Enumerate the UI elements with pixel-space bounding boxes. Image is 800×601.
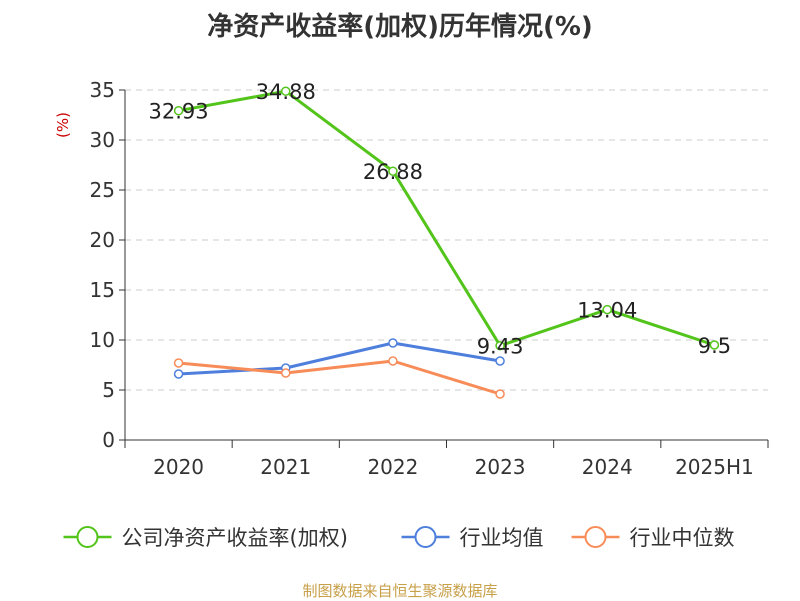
axes: 0 5 10 15 20 25 30 35 2020 2021 2022 2023 2024 2025H1… bbox=[54, 78, 769, 479]
legend-label: 公司净资产收益率(加权) bbox=[122, 526, 348, 550]
series-line bbox=[178, 359, 501, 396]
x-tick-label: 2022 bbox=[367, 455, 418, 479]
x-tick-label: 2021 bbox=[260, 455, 311, 479]
data-label: 34.88 bbox=[256, 80, 316, 104]
y-tick-label: 25 bbox=[90, 178, 115, 202]
legend-marker-circle bbox=[584, 526, 607, 548]
y-tick-label: 20 bbox=[90, 228, 115, 252]
y-tick-label: 0 bbox=[102, 428, 115, 452]
data-point bbox=[602, 304, 612, 315]
data-point bbox=[388, 356, 398, 366]
y-tick-label: 35 bbox=[90, 78, 115, 102]
legend: 公司净资产收益率(加权) 行业均值 行业中位数 bbox=[63, 526, 735, 550]
y-axis-label: (%) bbox=[54, 112, 72, 138]
y-tick-label: 5 bbox=[102, 378, 115, 402]
data-point bbox=[495, 389, 505, 399]
data-point bbox=[173, 105, 184, 116]
x-tick-label: 2025H1 bbox=[675, 455, 754, 479]
data-label: 32.93 bbox=[149, 100, 209, 124]
data-point bbox=[495, 340, 505, 351]
data-labels: 32.93 34.88 26.88 9.43 13.04 9.5 bbox=[149, 80, 732, 359]
legend-marker-circle bbox=[414, 526, 437, 548]
y-tick-label: 10 bbox=[90, 328, 115, 352]
y-tick-label: 15 bbox=[90, 278, 115, 302]
data-label: 13.04 bbox=[577, 299, 637, 323]
source-note: 制图数据来自恒生聚源数据库 bbox=[302, 582, 498, 600]
data-point bbox=[388, 338, 398, 348]
data-point bbox=[173, 358, 184, 368]
grid-lines bbox=[125, 89, 768, 391]
series-line bbox=[178, 341, 501, 376]
series-line bbox=[178, 89, 715, 348]
legend-label: 行业中位数 bbox=[630, 526, 735, 550]
y-tick-label: 30 bbox=[90, 128, 115, 152]
x-tick-label: 2023 bbox=[475, 455, 526, 479]
chart-title: 净资产收益率(加权)历年情况(%) bbox=[207, 12, 593, 42]
data-point bbox=[495, 356, 505, 366]
legend-label: 行业均值 bbox=[460, 526, 544, 550]
data-label: 26.88 bbox=[363, 160, 423, 184]
x-tick-label: 2024 bbox=[582, 455, 633, 479]
data-point bbox=[709, 340, 720, 350]
data-point bbox=[173, 369, 184, 379]
x-tick-label: 2020 bbox=[153, 455, 204, 479]
data-label: 9.5 bbox=[698, 334, 731, 358]
data-point bbox=[281, 86, 291, 96]
data-point bbox=[281, 368, 291, 378]
series bbox=[173, 86, 720, 399]
data-label: 9.43 bbox=[477, 335, 524, 359]
legend-marker-circle bbox=[76, 526, 99, 548]
data-point bbox=[388, 166, 398, 176]
